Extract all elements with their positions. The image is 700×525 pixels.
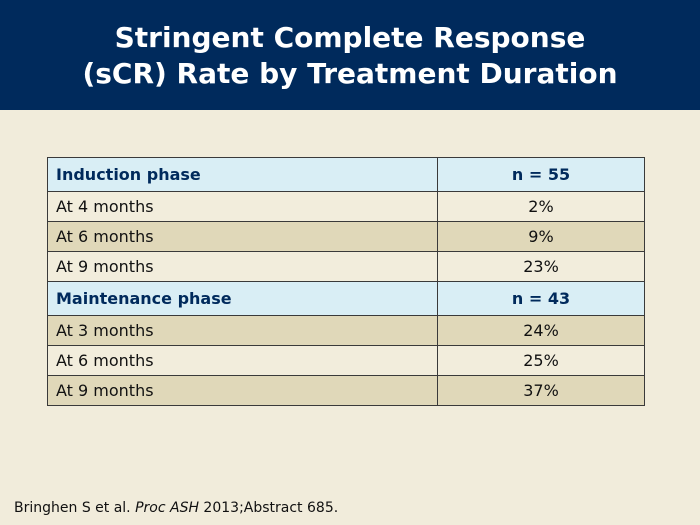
table-row: At 3 months 24%	[47, 315, 645, 346]
table-row: At 9 months 37%	[47, 375, 645, 406]
page-title: Stringent Complete Response (sCR) Rate b…	[82, 18, 617, 92]
row-value: 2%	[437, 191, 645, 222]
page-title-line-1: Stringent Complete Response	[114, 21, 586, 54]
row-value: 24%	[437, 315, 645, 346]
table-row: At 4 months 2%	[47, 191, 645, 222]
section-label: Maintenance phase	[47, 281, 438, 316]
section-n: n = 43	[437, 281, 645, 316]
citation-details: 2013;Abstract 685.	[198, 500, 339, 516]
row-label: At 6 months	[47, 221, 438, 252]
title-banner: Stringent Complete Response (sCR) Rate b…	[0, 0, 700, 110]
row-label: At 3 months	[47, 315, 438, 346]
citation: Bringhen S et al. Proc ASH 2013;Abstract…	[14, 500, 338, 516]
row-value: 37%	[437, 375, 645, 406]
table-row: At 9 months 23%	[47, 251, 645, 282]
row-value: 23%	[437, 251, 645, 282]
page-title-line-2: (sCR) Rate by Treatment Duration	[82, 57, 618, 90]
row-value: 9%	[437, 221, 645, 252]
row-value: 25%	[437, 345, 645, 376]
table-row: At 6 months 25%	[47, 345, 645, 376]
section-header-maintenance: Maintenance phase n = 43	[47, 281, 645, 316]
section-label: Induction phase	[47, 157, 438, 192]
scr-rate-table: Induction phase n = 55 At 4 months 2% At…	[47, 157, 645, 406]
row-label: At 9 months	[47, 251, 438, 282]
row-label: At 4 months	[47, 191, 438, 222]
section-header-induction: Induction phase n = 55	[47, 157, 645, 192]
citation-authors: Bringhen S et al.	[14, 500, 136, 516]
table-row: At 6 months 9%	[47, 221, 645, 252]
row-label: At 9 months	[47, 375, 438, 406]
citation-journal: Proc ASH	[135, 500, 199, 516]
row-label: At 6 months	[47, 345, 438, 376]
section-n: n = 55	[437, 157, 645, 192]
